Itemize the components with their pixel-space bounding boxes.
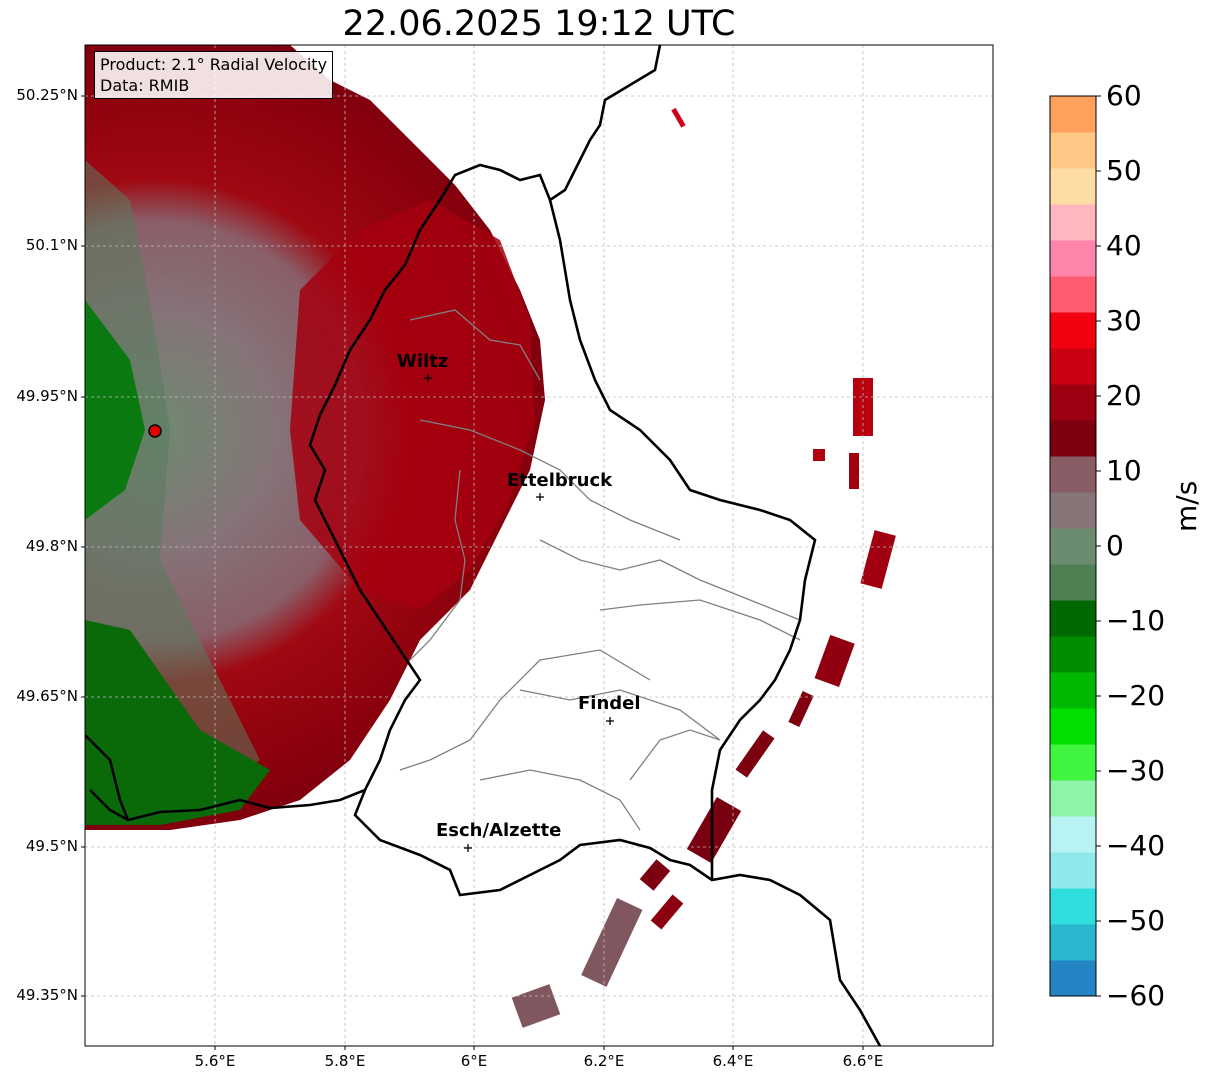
echo-cell — [511, 984, 561, 1028]
colorbar-swatch — [1050, 132, 1096, 169]
radar-site-marker — [148, 424, 162, 438]
echo-cell — [639, 859, 671, 891]
lon-tick-label: 6°E — [460, 1052, 488, 1070]
colorbar-swatch — [1050, 924, 1096, 961]
city-label-ettelbruck: Ettelbruck — [507, 470, 613, 491]
country-borders — [85, 45, 882, 1046]
colorbar-swatch — [1050, 240, 1096, 277]
colorbar-tick-label: 20 — [1106, 379, 1142, 412]
product-label: Product: 2.1° Radial Velocity — [100, 55, 328, 74]
colorbar-ticks — [1096, 95, 1101, 997]
data-source-label: Data: RMIB — [100, 76, 190, 95]
colorbar-swatch — [1050, 888, 1096, 925]
colorbar-swatch — [1050, 168, 1096, 205]
city-label-wiltz: Wiltz — [397, 351, 449, 372]
colorbar-tick-label: 10 — [1106, 454, 1142, 487]
lat-tick-label: 50.25°N — [16, 86, 78, 104]
colorbar-swatch — [1050, 708, 1096, 745]
echo-cell — [581, 898, 643, 987]
echo-cell — [813, 449, 825, 461]
echo-cell — [671, 107, 686, 128]
plot-frame — [84, 44, 994, 1047]
lat-tick-label: 49.5°N — [25, 837, 78, 855]
city-markers — [424, 374, 614, 852]
colorbar-swatch — [1050, 672, 1096, 709]
colorbar-swatch — [1050, 528, 1096, 565]
colorbar-frame — [1049, 95, 1097, 997]
echo-cell — [686, 797, 742, 863]
echo-cell — [849, 453, 859, 489]
colorbar-swatch — [1050, 348, 1096, 385]
echo-cell — [814, 634, 855, 687]
colorbar-swatch — [1050, 600, 1096, 637]
echo-cell — [788, 691, 814, 727]
colorbar-swatch — [1050, 816, 1096, 853]
colorbar-tick-label: −10 — [1106, 604, 1166, 637]
colorbar-tick-label: −20 — [1106, 679, 1166, 712]
colorbar — [1050, 96, 1096, 997]
lat-tick-label: 49.8°N — [25, 537, 78, 555]
colorbar-tick-label: 40 — [1106, 229, 1142, 262]
city-label-esch-alzette: Esch/Alzette — [436, 820, 562, 841]
colorbar-swatch — [1050, 384, 1096, 421]
colorbar-swatch — [1050, 456, 1096, 493]
colorbar-swatch — [1050, 492, 1096, 529]
colorbar-swatch — [1050, 420, 1096, 457]
gridlines — [85, 45, 993, 1046]
lon-tick-label: 6.2°E — [583, 1052, 625, 1070]
lon-tick-label: 6.6°E — [842, 1052, 884, 1070]
colorbar-swatch — [1050, 312, 1096, 349]
colorbar-tick-label: 50 — [1106, 154, 1142, 187]
lat-tick-label: 49.95°N — [16, 387, 78, 405]
echo-cell — [860, 530, 896, 589]
lat-tick-label: 49.65°N — [16, 687, 78, 705]
colorbar-swatch — [1050, 744, 1096, 781]
lat-tick-label: 50.1°N — [25, 236, 78, 254]
canton-boundaries — [399, 309, 801, 831]
plot-area — [85, 45, 993, 1046]
colorbar-swatch — [1050, 96, 1096, 133]
lon-tick-label: 6.4°E — [712, 1052, 754, 1070]
product-info-box: Product: 2.1° Radial Velocity Data: RMIB — [94, 51, 334, 99]
map-title: 22.06.2025 19:12 UTC — [342, 4, 736, 44]
colorbar-swatch — [1050, 276, 1096, 313]
colorbar-tick-label: 60 — [1106, 79, 1142, 112]
colorbar-tick-label: −40 — [1106, 829, 1166, 862]
colorbar-tick-label: −60 — [1106, 979, 1166, 1012]
lon-tick-label: 5.6°E — [194, 1052, 236, 1070]
echo-cell — [735, 730, 775, 778]
colorbar-swatch — [1050, 564, 1096, 601]
colorbar-swatch — [1050, 852, 1096, 889]
colorbar-swatch — [1050, 204, 1096, 241]
colorbar-swatch — [1050, 780, 1096, 817]
echo-cell — [650, 894, 684, 930]
axis-ticks — [81, 95, 864, 1050]
lat-tick-label: 49.35°N — [16, 986, 78, 1004]
colorbar-swatch — [1050, 636, 1096, 673]
colorbar-tick-label: −50 — [1106, 904, 1166, 937]
colorbar-tick-label: −30 — [1106, 754, 1166, 787]
colorbar-unit-label: m/s — [1170, 480, 1203, 532]
colorbar-tick-label: 0 — [1106, 529, 1124, 562]
colorbar-swatch — [1050, 960, 1096, 997]
colorbar-tick-label: 30 — [1106, 304, 1142, 337]
lon-tick-label: 5.8°E — [324, 1052, 366, 1070]
city-label-findel: Findel — [578, 693, 641, 714]
